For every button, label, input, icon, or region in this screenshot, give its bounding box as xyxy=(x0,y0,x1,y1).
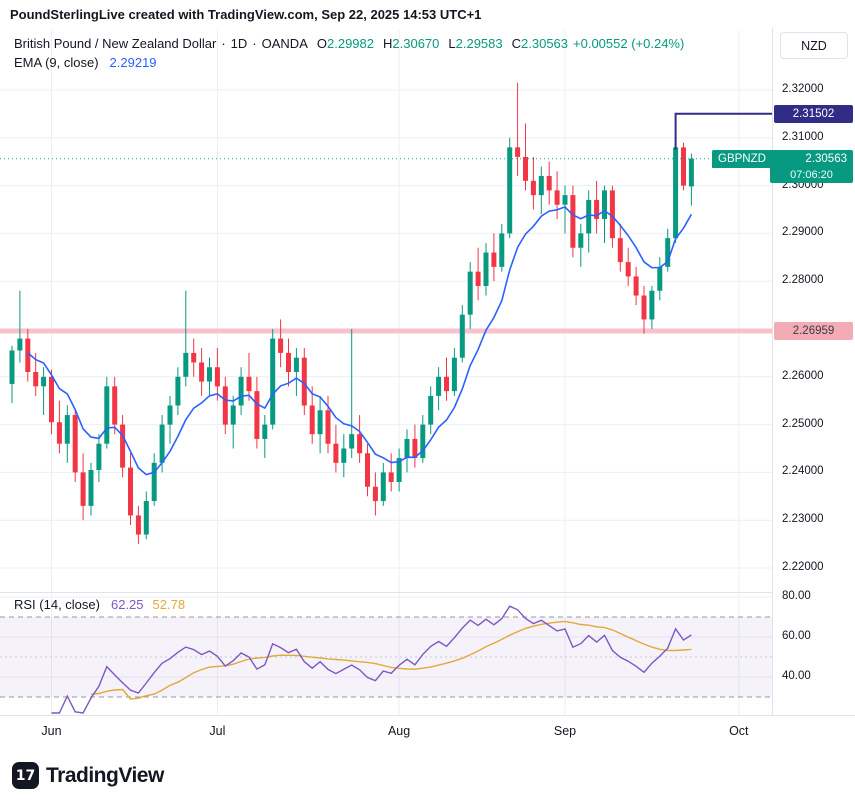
tradingview-logo-icon: 17 xyxy=(12,762,39,789)
ohlc-high: H2.30670 xyxy=(383,36,440,51)
price-tick-label: 2.29000 xyxy=(782,226,824,239)
rsi-tick-label: 60.00 xyxy=(782,630,811,642)
rsi-ma-value: 52.78 xyxy=(152,597,186,612)
timeframe-label[interactable]: 1D xyxy=(230,36,248,51)
rsi-value: 62.25 xyxy=(110,597,144,612)
change-value: +0.00552 (+0.24%) xyxy=(573,36,685,51)
time-axis[interactable]: Jun Jul Aug Sep Oct xyxy=(0,715,855,750)
price-tick-label: 2.30000 xyxy=(782,178,824,191)
logo-glyph: 17 xyxy=(15,767,36,784)
legend-separator: · xyxy=(221,36,226,51)
ohlc-open: O2.29982 xyxy=(316,36,374,51)
price-tick-label: 2.25000 xyxy=(782,417,824,430)
ema-legend[interactable]: EMA (9, close) 2.29219 xyxy=(14,55,157,70)
symbol-title[interactable]: British Pound / New Zealand Dollar xyxy=(14,36,217,51)
currency-label: NZD xyxy=(801,38,827,53)
support-level-band xyxy=(0,328,772,334)
tradingview-wordmark: TradingView xyxy=(46,763,164,787)
attribution-text: PoundSterlingLive created with TradingVi… xyxy=(10,7,482,22)
rsi-line xyxy=(51,605,692,714)
price-legend[interactable]: British Pound / New Zealand Dollar · 1D … xyxy=(14,36,684,51)
main-chart-canvas[interactable] xyxy=(0,0,772,715)
footer: 17 TradingView xyxy=(12,762,164,789)
rsi-tick-label: 80.00 xyxy=(782,590,811,602)
month-label-jul: Jul xyxy=(209,724,226,738)
tradingview-logo[interactable]: 17 TradingView xyxy=(12,762,164,789)
month-label-jun: Jun xyxy=(41,724,62,738)
ema-label: EMA (9, close) xyxy=(14,55,99,70)
price-tick-label: 2.32000 xyxy=(782,83,824,95)
currency-button[interactable]: NZD xyxy=(780,32,848,59)
price-tick-label: 2.22000 xyxy=(782,561,824,573)
rsi-tick-label: 40.00 xyxy=(782,670,811,682)
price-tick-label: 2.28000 xyxy=(782,274,824,287)
price-tick-label: 2.24000 xyxy=(782,465,824,478)
price-tick-label: 2.26000 xyxy=(782,369,824,382)
ohlc-close: C2.30563 xyxy=(511,36,569,51)
legend-separator: · xyxy=(252,36,257,51)
month-label-sep: Sep xyxy=(553,724,577,738)
pane-separator[interactable] xyxy=(0,592,855,593)
rsi-ma-line xyxy=(90,620,692,700)
rsi-label: RSI (14, close) xyxy=(14,597,100,612)
price-axis[interactable]: NZD 2.32000 2.31000 2.30000 2.29000 2.28000 2… xyxy=(772,28,855,715)
exchange-label: OANDA xyxy=(261,36,308,51)
month-label-oct: Oct xyxy=(729,724,749,738)
attribution-header: PoundSterlingLive created with TradingVi… xyxy=(10,7,481,22)
resistance-line xyxy=(674,112,772,150)
rsi-legend[interactable]: RSI (14, close) 62.25 52.78 xyxy=(14,597,185,612)
ema-line xyxy=(27,205,693,476)
price-tick-label: 2.23000 xyxy=(782,513,824,526)
ema-value: 2.29219 xyxy=(109,55,157,70)
price-tick-label: 2.31000 xyxy=(782,130,824,143)
ohlc-low: L2.29583 xyxy=(448,36,503,51)
candles-group xyxy=(9,82,694,545)
month-label-aug: Aug xyxy=(387,724,411,738)
